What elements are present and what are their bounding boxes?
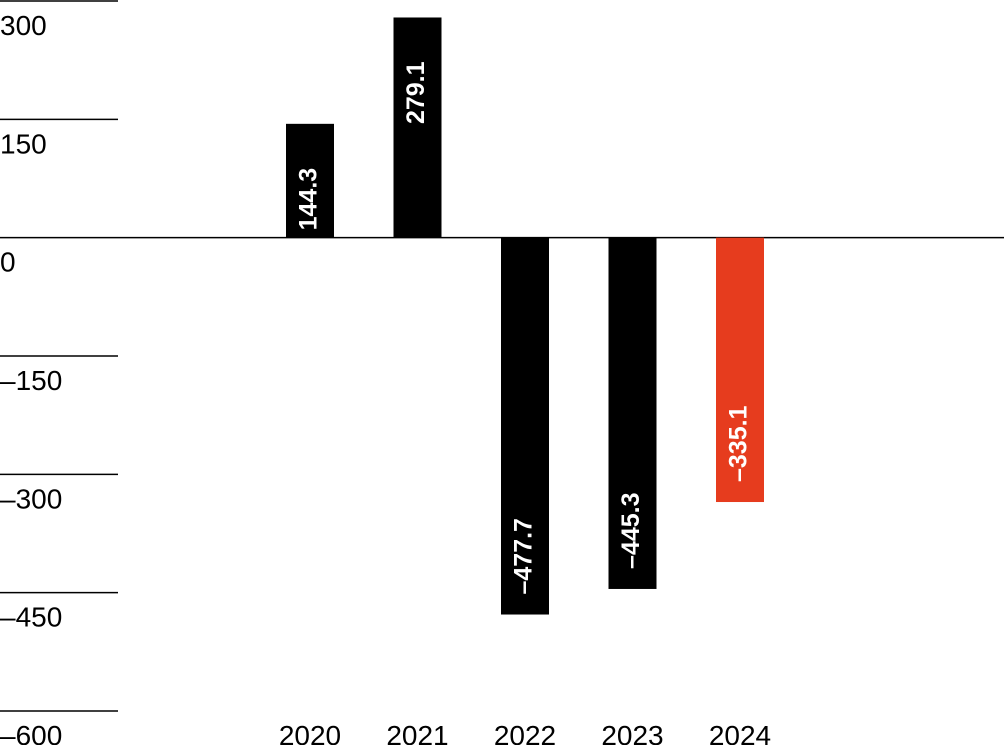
data-label: 144.3 <box>295 168 323 231</box>
data-label: –445.3 <box>617 492 645 568</box>
y-tick-label: –450 <box>0 602 62 633</box>
x-tick-label: 2020 <box>279 720 341 745</box>
y-tick-label: –300 <box>0 483 62 514</box>
y-tick-label: –600 <box>0 720 62 745</box>
x-tick-label: 2022 <box>494 720 556 745</box>
data-label: 279.1 <box>402 61 430 124</box>
y-axis: 300 150 0 –150 –300 –450 –600 <box>0 0 118 745</box>
x-tick-label: 2023 <box>601 720 663 745</box>
bar-2020 <box>286 123 334 238</box>
x-tick-label: 2021 <box>386 720 448 745</box>
bar-2023 <box>608 237 657 589</box>
data-label: –477.7 <box>510 518 538 594</box>
bars: 144.3 279.1 –477.7 –445.3 –335.1 <box>286 17 764 615</box>
bar-2022 <box>501 237 549 615</box>
bar-2024 <box>716 237 764 503</box>
y-tick-label: 150 <box>0 128 47 159</box>
x-axis: 2020 2021 2022 2023 2024 <box>279 720 771 745</box>
bar-2021 <box>393 17 442 238</box>
x-tick-label: 2024 <box>709 720 771 745</box>
y-tick-label: 300 <box>0 10 47 41</box>
y-tick-label: 0 <box>0 247 16 278</box>
y-tick-label: –150 <box>0 365 62 396</box>
data-label: –335.1 <box>725 405 753 482</box>
